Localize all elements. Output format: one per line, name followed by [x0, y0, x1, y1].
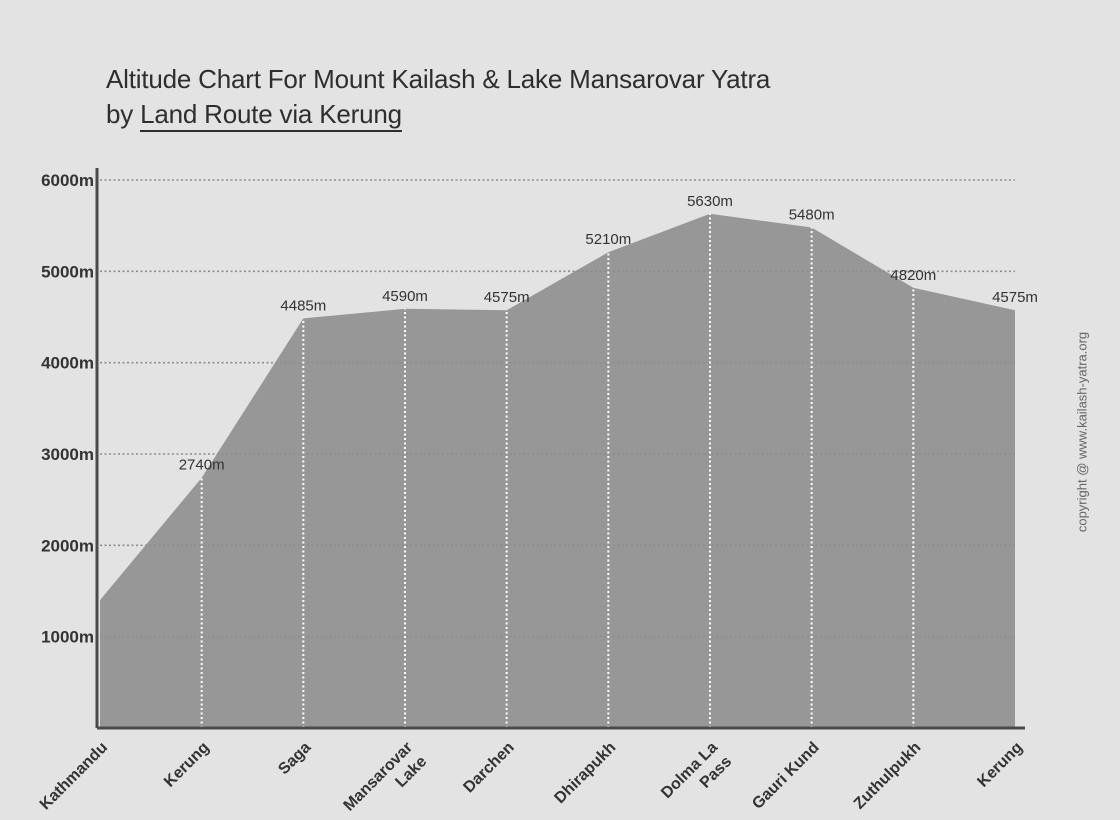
altitude-label: 4485m — [280, 297, 326, 314]
chart-title: Altitude Chart For Mount Kailash & Lake … — [106, 62, 770, 132]
x-tick-label: Dhirapukh — [551, 739, 619, 807]
altitude-label: 5210m — [585, 231, 631, 248]
altitude-label: 4575m — [484, 289, 530, 306]
x-tick-label: Kerung — [161, 739, 213, 791]
x-tick-label-line: Saga — [275, 739, 314, 778]
x-tick-label: Zuthulpukh — [851, 739, 925, 813]
x-tick-label-line: Dhirapukh — [551, 739, 619, 807]
altitude-label: 5480m — [789, 206, 835, 223]
x-tick-label-line: Kerung — [974, 739, 1026, 791]
altitude-label: 4820m — [890, 267, 936, 284]
copyright-text: copyright @ www.kailash-yatra.org — [1074, 331, 1090, 533]
altitude-label: 4575m — [992, 289, 1038, 306]
chart-title-line2: by Land Route via Kerung — [106, 97, 770, 132]
chart-title-line1: Altitude Chart For Mount Kailash & Lake … — [106, 64, 771, 94]
chart-title-prefix: by — [106, 99, 134, 129]
altitude-label: 2740m — [179, 457, 225, 474]
x-tick-label: Kathmandu — [37, 739, 111, 813]
y-tick-label: 6000m — [41, 171, 94, 190]
x-tick-label: Darchen — [460, 739, 517, 796]
y-tick-label: 2000m — [41, 536, 94, 555]
y-tick-label: 3000m — [41, 445, 94, 464]
route-link[interactable]: Land Route via Kerung — [140, 99, 402, 132]
x-tick-label-line: Darchen — [460, 739, 517, 796]
x-tick-label-line: Zuthulpukh — [851, 739, 925, 813]
altitude-label: 5630m — [687, 193, 733, 210]
x-tick-label: Kerung — [974, 739, 1026, 791]
altitude-label: 4590m — [382, 288, 428, 305]
y-tick-label: 5000m — [41, 262, 94, 281]
y-tick-label: 4000m — [41, 354, 94, 373]
x-tick-label: Gauri Kund — [749, 739, 823, 813]
x-tick-label: Saga — [275, 739, 314, 778]
x-tick-label-line: Kathmandu — [37, 739, 111, 813]
x-tick-label-line: Gauri Kund — [749, 739, 823, 813]
x-tick-label-line: Kerung — [161, 739, 213, 791]
altitude-area — [100, 213, 1015, 729]
y-tick-label: 1000m — [41, 628, 94, 647]
